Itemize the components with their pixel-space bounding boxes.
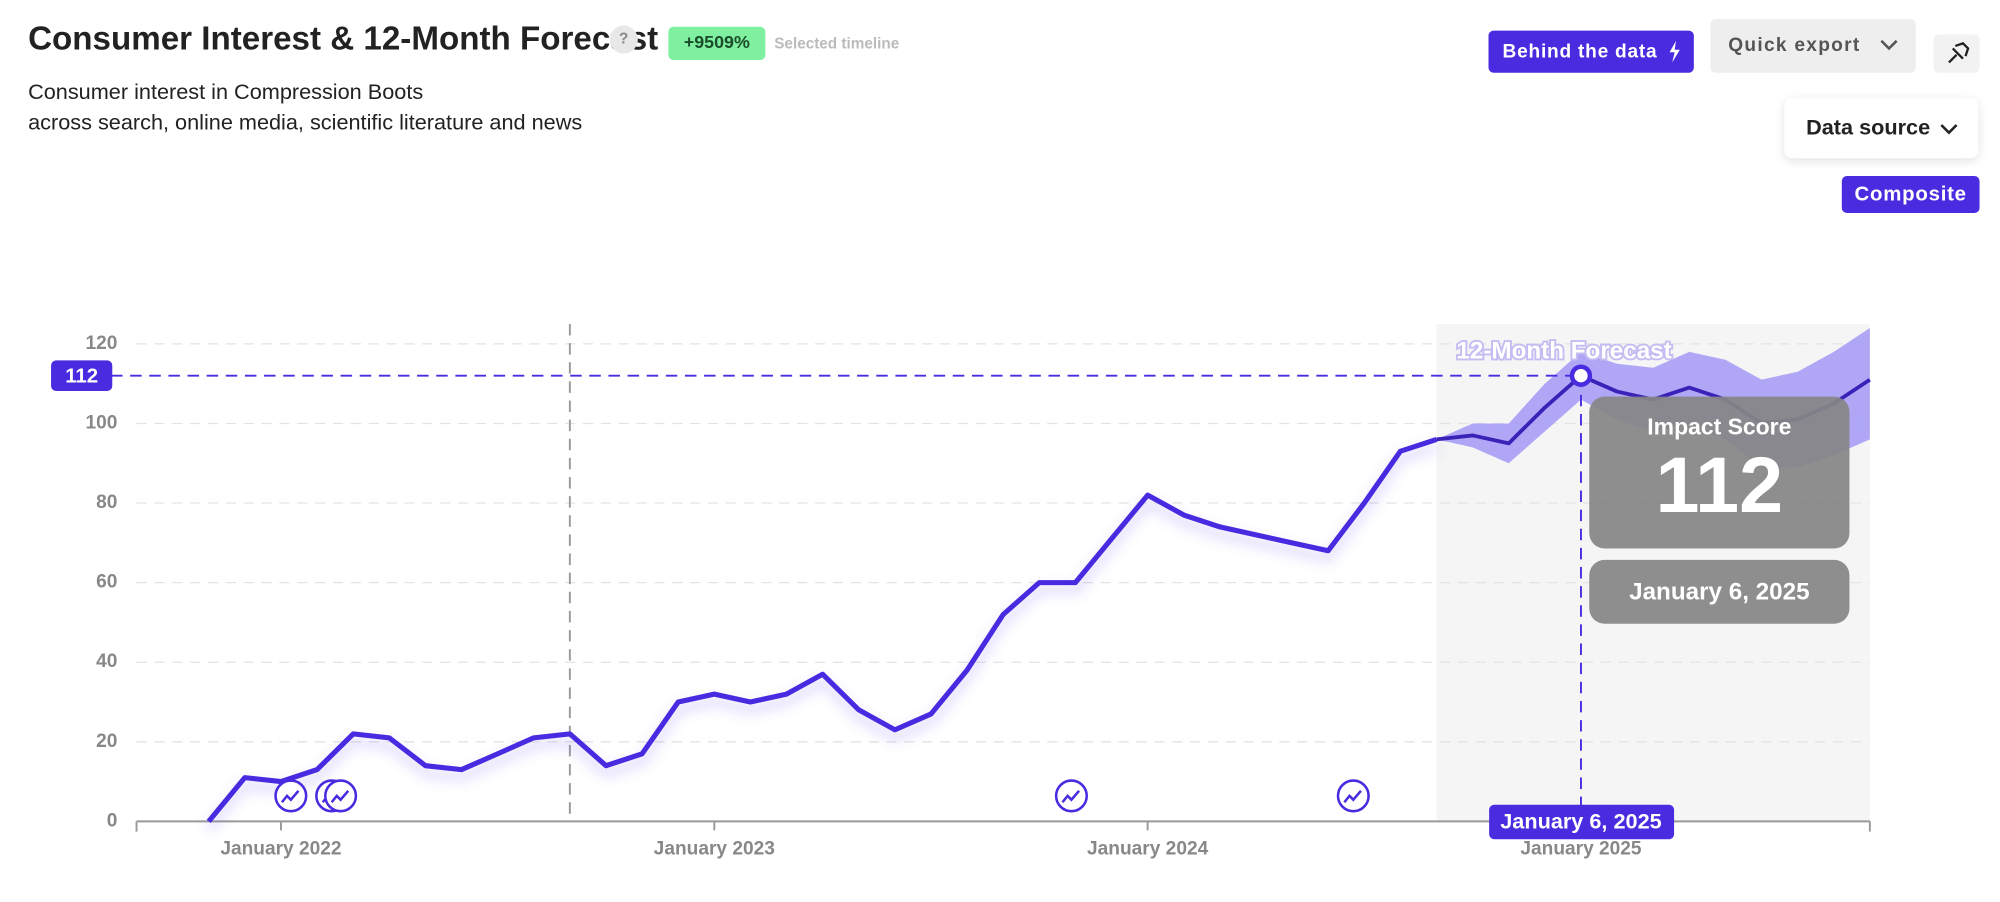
event-glyph [280, 789, 300, 804]
event-icon [274, 779, 308, 813]
bolt-icon [1669, 40, 1680, 63]
x-tick-label: January 2022 [220, 838, 341, 859]
highlight-point [1569, 364, 1593, 387]
subtitle: Consumer interest in Compression Boots [28, 79, 423, 104]
title: Consumer Interest & 12-Month Forecast [28, 21, 658, 58]
y-tick-label: 80 [96, 492, 117, 513]
event-glyph [1343, 789, 1362, 804]
event-glyph [330, 789, 350, 804]
y-tick-label: 20 [96, 731, 117, 752]
pin-icon [1948, 42, 1970, 64]
button-label: Behind the data [1503, 41, 1658, 62]
quick-export-button[interactable] [1710, 19, 1916, 73]
data-source-dropdown[interactable] [1784, 98, 1979, 159]
chart: 0 20 40 60 80 100 120 January 2022 January 2023 J… [51, 323, 1871, 859]
button-label: Composite [1855, 184, 1967, 206]
event-icon [1336, 779, 1370, 813]
help-button[interactable] [609, 25, 638, 54]
x-tick-label: January 2025 [1520, 838, 1642, 859]
x-tick-label: January 2024 [1087, 838, 1209, 859]
event-icon [1054, 779, 1089, 813]
dropdown-label: Data source [1806, 115, 1930, 140]
y-tick-label: 40 [96, 651, 117, 672]
tooltip-date-box [1589, 559, 1850, 624]
value-pill [51, 360, 113, 392]
button-label: Quick export [1728, 35, 1860, 56]
subtitle: across search, online media, scientific … [28, 109, 582, 134]
y-tick-label: 0 [107, 810, 118, 831]
date-pill-text: January 6, 2025 [1500, 808, 1661, 833]
tooltip-label: Impact Score [1647, 414, 1791, 440]
chevron [1880, 39, 1898, 51]
tooltip-date: January 6, 2025 [1629, 578, 1809, 605]
series-line [206, 436, 1438, 824]
help-icon: ? [619, 31, 628, 48]
event-icon [324, 779, 358, 813]
chevron [1940, 124, 1958, 135]
y-tick-label: 120 [85, 333, 117, 354]
date-pill [1489, 804, 1675, 840]
tooltip [1589, 396, 1850, 549]
behind-data-button[interactable] [1488, 30, 1694, 73]
tooltip-value: 112 [1656, 440, 1784, 529]
badge [668, 26, 766, 60]
composite-button[interactable] [1841, 176, 1980, 214]
event-glyph [1061, 789, 1081, 804]
forecast-label: 12-Month Forecast [1456, 337, 1671, 364]
y-tick-label: 100 [85, 412, 117, 433]
badge-text: +9509% [684, 32, 750, 52]
y-tick-label: 60 [96, 572, 117, 593]
badge-note: Selected timeline [774, 36, 899, 53]
x-tick-label: January 2023 [654, 838, 775, 859]
value-pill-text: 112 [65, 365, 98, 387]
